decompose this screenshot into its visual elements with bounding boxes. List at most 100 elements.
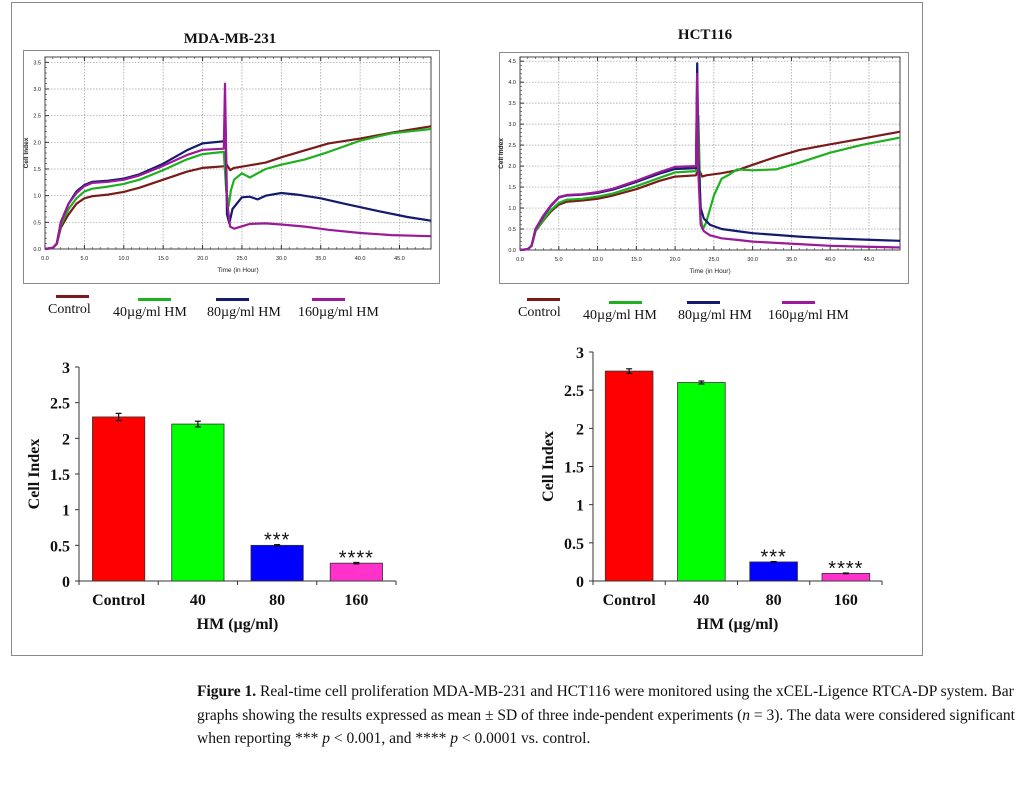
y-tick-label: 2 <box>62 431 70 448</box>
y-axis-label: Cell Index <box>540 431 557 502</box>
y-tick-label: 3.0 <box>508 122 516 128</box>
y-tick-label: 0.0 <box>508 248 516 254</box>
x-tick-label: 25.0 <box>709 257 720 263</box>
caption-text: < 0.0001 vs. control. <box>458 730 591 747</box>
x-tick-label: 15.0 <box>158 256 169 262</box>
caption-label: Figure 1. <box>197 683 257 700</box>
x-tick-label: 15.0 <box>631 257 642 263</box>
x-tick-label: 10.0 <box>118 256 129 262</box>
legend-label-control: Control <box>48 302 91 317</box>
legend-label-40: 40µg/ml HM <box>113 305 187 320</box>
significance-label: **** <box>339 547 374 569</box>
y-tick-label: 0.5 <box>50 538 70 555</box>
x-tick-label: 5.0 <box>555 257 563 263</box>
series-line-160gmlhm <box>44 82 432 251</box>
y-tick-label: 2.0 <box>508 164 516 170</box>
significance-label: **** <box>828 558 863 580</box>
caption-text: = 3). The data were considered significa… <box>197 706 1015 748</box>
x-tick-label: 40 <box>190 592 206 609</box>
series-line-40gmlhm <box>44 127 432 251</box>
series-line-40gmlhm <box>519 114 901 252</box>
x-tick-label: 40.0 <box>355 256 366 262</box>
figure-caption: Figure 1. Real-time cell proliferation M… <box>197 680 1015 751</box>
y-tick-label: 3 <box>576 345 584 362</box>
x-tick-label: 0.0 <box>516 257 524 263</box>
y-tick-label: 0 <box>62 574 70 591</box>
caption-n: n <box>742 706 751 724</box>
y-tick-label: 2.5 <box>508 143 516 149</box>
bar-80 <box>250 544 304 582</box>
legend-label-160: 160µg/ml HM <box>298 305 379 320</box>
legend-label-control: Control <box>518 305 561 320</box>
bar-40 <box>677 382 726 582</box>
y-tick-label: 0.5 <box>33 220 41 226</box>
y-tick-label: 4.5 <box>508 59 516 65</box>
x-tick-label: 10.0 <box>592 257 603 263</box>
y-tick-label: 0 <box>576 574 584 591</box>
x-tick-label: 160 <box>834 592 858 609</box>
y-tick-label: 1 <box>576 498 584 515</box>
y-tick-label: 2.5 <box>33 114 41 120</box>
x-tick-label: 40 <box>693 592 709 609</box>
y-tick-label: 4.0 <box>508 80 516 86</box>
legend-label-160: 160µg/ml HM <box>768 308 849 323</box>
x-tick-label: 30.0 <box>747 257 758 263</box>
caption-text: < 0.001, and **** <box>330 730 451 747</box>
series-line-160gmlhm <box>519 72 901 252</box>
x-tick-label: 0.0 <box>41 256 49 262</box>
x-tick-label: Control <box>603 592 657 609</box>
x-axis-label: HM (µg/ml) <box>197 616 279 633</box>
legend-label-80: 80µg/ml HM <box>678 308 752 323</box>
x-tick-label: 20.0 <box>670 257 681 263</box>
y-tick-label: 1.5 <box>33 167 41 173</box>
legend-swatch-40 <box>138 298 171 301</box>
y-tick-label: 1.5 <box>50 467 70 484</box>
x-tick-label: 20.0 <box>197 256 208 262</box>
x-tick-label: 5.0 <box>81 256 89 262</box>
x-tick-label: 25.0 <box>237 256 248 262</box>
y-tick-label: 1.0 <box>33 194 41 200</box>
mda-line-title: MDA-MB-231 <box>183 31 277 47</box>
legend-swatch-40 <box>609 301 642 304</box>
legend-swatch-80 <box>687 301 720 304</box>
x-axis-label: Time (in Hour) <box>689 268 730 275</box>
y-tick-label: 1.0 <box>508 206 516 212</box>
caption-p: p <box>322 730 331 747</box>
y-tick-label: 1.5 <box>564 460 584 477</box>
y-tick-label: 3.5 <box>508 101 516 107</box>
y-tick-label: 2.5 <box>50 396 70 413</box>
y-tick-label: 2 <box>576 421 584 438</box>
y-axis-label: Cell Index <box>498 138 505 169</box>
x-tick-label: 35.0 <box>315 256 326 262</box>
x-tick-label: 35.0 <box>786 257 797 263</box>
y-tick-label: 0.0 <box>33 247 41 253</box>
hct-line-title: HCT116 <box>677 27 733 43</box>
significance-label: *** <box>760 547 786 569</box>
figure-frame <box>11 2 923 656</box>
legend-label-40: 40µg/ml HM <box>583 308 657 323</box>
y-tick-label: 1.5 <box>508 185 516 191</box>
y-tick-label: 3 <box>62 360 70 377</box>
x-tick-label: 80 <box>269 592 285 609</box>
x-tick-label: 40.0 <box>825 257 836 263</box>
y-tick-label: 3.0 <box>33 87 41 93</box>
y-tick-label: 0.5 <box>564 536 584 553</box>
legend-swatch-160 <box>312 298 345 301</box>
bar-40 <box>171 423 225 582</box>
significance-label: *** <box>264 530 290 552</box>
legend-label-80: 80µg/ml HM <box>207 305 281 320</box>
x-tick-label: 30.0 <box>276 256 287 262</box>
x-tick-label: Control <box>92 592 146 609</box>
x-axis-label: Time (in Hour) <box>217 267 258 274</box>
x-tick-label: 160 <box>344 592 368 609</box>
legend-swatch-160 <box>782 301 815 304</box>
series-line-control <box>44 125 432 251</box>
bar-control <box>92 416 146 582</box>
y-tick-label: 1 <box>62 503 70 520</box>
caption-text: Real-time cell proliferation MDA-MB-231 … <box>197 683 1014 724</box>
y-tick-label: 3.5 <box>33 60 41 66</box>
